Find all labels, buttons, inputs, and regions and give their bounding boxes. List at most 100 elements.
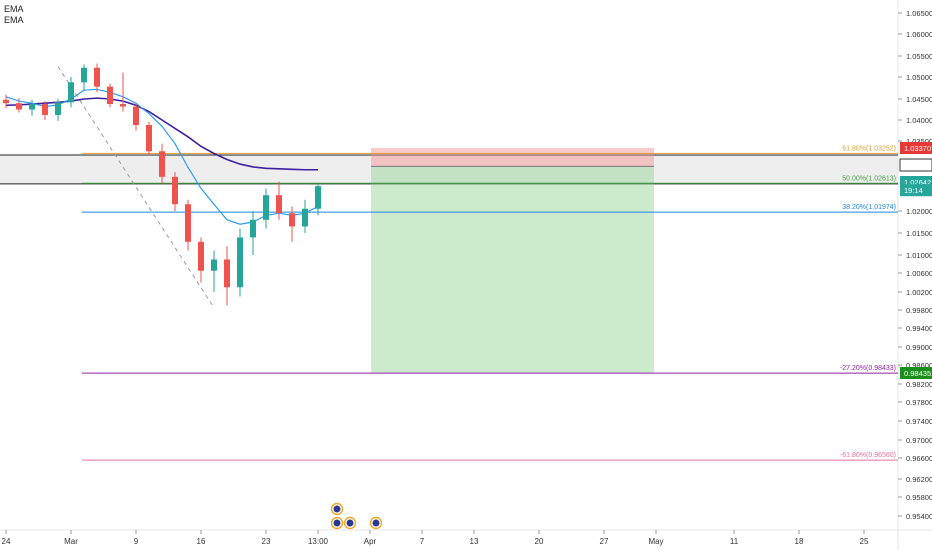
price-tag bbox=[900, 367, 932, 379]
candle-body bbox=[159, 151, 165, 177]
y-tick-label: 0.98200 bbox=[906, 380, 932, 389]
price-tag-label: 1.03000 bbox=[904, 161, 931, 170]
y-tick-label: 0.95400 bbox=[906, 512, 932, 521]
y-tick-label: 1.00600 bbox=[906, 269, 932, 278]
candle bbox=[68, 77, 74, 108]
candle-body bbox=[224, 259, 230, 288]
candle bbox=[302, 199, 308, 233]
candle-body bbox=[107, 86, 113, 105]
candle bbox=[237, 228, 243, 297]
candle-body bbox=[3, 99, 9, 104]
candle bbox=[289, 206, 295, 242]
candle-body bbox=[289, 213, 295, 227]
candle bbox=[315, 183, 321, 216]
fib-level-label: 61.80%(1.03252) bbox=[842, 145, 896, 152]
economic-event-marker bbox=[330, 502, 344, 516]
candle bbox=[185, 199, 191, 251]
y-tick-label: 1.01000 bbox=[906, 251, 932, 260]
candle bbox=[159, 143, 165, 184]
candle bbox=[211, 250, 217, 292]
y-tick-label: 1.04000 bbox=[906, 116, 932, 125]
x-tick-label: 11 bbox=[730, 537, 739, 546]
candle-body bbox=[198, 241, 204, 271]
price-tag bbox=[899, 158, 932, 172]
x-tick-label: 23 bbox=[262, 537, 271, 546]
y-tick-label: 1.05500 bbox=[906, 52, 932, 61]
candle bbox=[172, 172, 178, 211]
price-tag-label: 19:14 bbox=[904, 186, 923, 195]
candle-body bbox=[55, 102, 61, 115]
event-marker-flag bbox=[333, 505, 341, 513]
y-tick-label: 1.06000 bbox=[906, 30, 932, 39]
candle-body bbox=[94, 67, 100, 87]
y-tick-label: 0.99000 bbox=[906, 343, 932, 352]
y-tick-label: 1.00200 bbox=[906, 288, 932, 297]
y-tick-label: 1.05000 bbox=[906, 73, 932, 82]
candle-body bbox=[315, 186, 321, 209]
y-tick-label: 1.04500 bbox=[906, 95, 932, 104]
x-tick-label: 18 bbox=[795, 537, 804, 546]
fib-level-label: 38.20%(1.01974) bbox=[842, 204, 896, 211]
y-tick-label: 0.96600 bbox=[906, 454, 932, 463]
candle-body bbox=[120, 104, 126, 107]
economic-event-marker bbox=[343, 516, 357, 530]
candle bbox=[133, 103, 139, 131]
candle-body bbox=[29, 104, 35, 110]
candle bbox=[29, 99, 35, 116]
y-tick-label: 0.99400 bbox=[906, 324, 932, 333]
y-tick-label: 1.06500 bbox=[906, 9, 932, 18]
y-tick-label: 1.02000 bbox=[906, 207, 932, 216]
candle bbox=[250, 211, 256, 255]
x-tick-label: May bbox=[648, 537, 663, 546]
y-tick-label: 0.97000 bbox=[906, 436, 932, 445]
candle-body bbox=[185, 204, 191, 242]
y-tick-label: 0.95800 bbox=[906, 493, 932, 502]
candle bbox=[263, 188, 269, 229]
y-tick-label: 0.97400 bbox=[906, 417, 932, 426]
candle-body bbox=[146, 125, 152, 152]
y-tick-label: 0.99800 bbox=[906, 306, 932, 315]
candle bbox=[94, 63, 100, 93]
price-tag-label: 1.03370 bbox=[904, 144, 931, 153]
x-tick-label: 27 bbox=[600, 537, 609, 546]
x-tick-label: 13:00 bbox=[308, 537, 329, 546]
candle-body bbox=[276, 195, 282, 214]
event-marker-flag bbox=[333, 519, 341, 527]
y-tick-label: 1.01500 bbox=[906, 229, 932, 238]
indicator-legend: EMA EMA bbox=[4, 4, 24, 26]
economic-event-marker bbox=[369, 516, 383, 530]
y-tick-label: 0.98600 bbox=[906, 361, 932, 370]
candle-body bbox=[42, 104, 48, 115]
event-marker-flag bbox=[372, 519, 380, 527]
economic-event-marker bbox=[330, 516, 344, 530]
candle bbox=[120, 72, 126, 112]
x-tick-label: 13 bbox=[470, 537, 479, 546]
x-tick-label: 20 bbox=[535, 537, 544, 546]
resistance-zone bbox=[0, 155, 898, 184]
candle-body bbox=[302, 208, 308, 227]
price-tag-label: 1.02642 bbox=[904, 178, 931, 187]
event-marker-flag bbox=[346, 519, 354, 527]
candle-body bbox=[237, 237, 243, 288]
candle-body bbox=[133, 106, 139, 126]
candle bbox=[55, 99, 61, 121]
fib-level-label: -61.80%(0.96560) bbox=[840, 452, 896, 459]
x-tick-label: 16 bbox=[197, 537, 206, 546]
candle-body bbox=[81, 67, 87, 83]
x-tick-label: Mar bbox=[64, 537, 78, 546]
price-tag bbox=[900, 142, 932, 154]
x-tick-label: 7 bbox=[420, 537, 425, 546]
ema-indicator-label-2[interactable]: EMA bbox=[4, 15, 24, 25]
candle bbox=[107, 83, 113, 108]
candle bbox=[81, 64, 87, 91]
stop-loss-zone bbox=[371, 148, 654, 167]
fib-level-label: 50.00%(1.02613) bbox=[842, 175, 896, 182]
candle bbox=[224, 246, 230, 306]
x-tick-label: Apr bbox=[364, 537, 377, 546]
candle-body bbox=[68, 82, 74, 103]
candle bbox=[276, 181, 282, 220]
x-tick-label: 25 bbox=[860, 537, 869, 546]
candle bbox=[198, 237, 204, 283]
ema-indicator-label-1[interactable]: EMA bbox=[4, 4, 24, 14]
